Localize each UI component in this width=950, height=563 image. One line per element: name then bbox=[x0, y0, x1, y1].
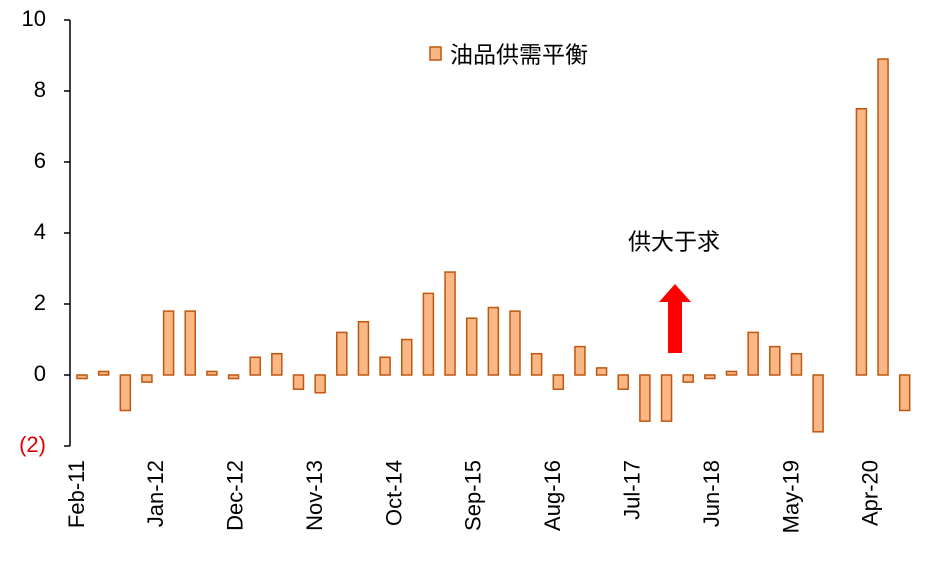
x-tick-label: Aug-16 bbox=[540, 460, 565, 531]
bar bbox=[357, 321, 370, 376]
x-tick-label: Nov-13 bbox=[302, 460, 327, 531]
bar bbox=[249, 356, 261, 376]
bar bbox=[595, 367, 608, 376]
bar bbox=[227, 374, 240, 380]
y-tick-label: 10 bbox=[22, 6, 46, 31]
bar bbox=[682, 374, 694, 383]
annotation: 供大于求 bbox=[628, 230, 720, 256]
x-tick-label: Feb-11 bbox=[64, 460, 89, 528]
bar bbox=[444, 271, 456, 376]
x-tick-label: Oct-14 bbox=[381, 460, 406, 526]
bar bbox=[422, 292, 435, 376]
bar bbox=[401, 338, 413, 376]
y-tick-label: 6 bbox=[34, 148, 46, 173]
bar bbox=[574, 345, 586, 376]
bar bbox=[509, 310, 521, 376]
bar bbox=[336, 331, 348, 376]
bar bbox=[97, 370, 110, 376]
x-tick-label: Jun-18 bbox=[699, 460, 724, 527]
bar bbox=[487, 306, 500, 376]
legend-swatch bbox=[429, 46, 442, 61]
legend-label: 油品供需平衡 bbox=[450, 43, 588, 69]
bar bbox=[119, 374, 132, 412]
bar bbox=[660, 374, 673, 422]
arrow bbox=[659, 284, 691, 353]
y-tick-label: 8 bbox=[34, 77, 46, 102]
bar bbox=[530, 352, 543, 376]
x-tick-label: Dec-12 bbox=[223, 460, 248, 531]
y-tick-label: 4 bbox=[34, 219, 46, 244]
bar bbox=[790, 352, 803, 376]
bar bbox=[271, 352, 283, 376]
bar bbox=[812, 374, 824, 433]
bar bbox=[855, 108, 868, 376]
bar bbox=[141, 374, 153, 383]
bar bbox=[877, 58, 889, 376]
bar bbox=[184, 310, 196, 376]
x-tick-label: May-19 bbox=[778, 460, 803, 533]
bar bbox=[379, 356, 391, 376]
bar bbox=[769, 345, 781, 376]
bar bbox=[898, 374, 911, 412]
bar bbox=[747, 331, 759, 376]
y-tick-label: 0 bbox=[34, 361, 46, 386]
bar bbox=[704, 374, 716, 380]
x-tick-label: Jan-12 bbox=[143, 460, 168, 527]
y-tick-label: 2 bbox=[34, 290, 46, 315]
bar bbox=[725, 370, 738, 376]
bar bbox=[292, 374, 305, 390]
bar bbox=[162, 310, 175, 376]
x-tick-label: Jul-17 bbox=[619, 460, 644, 520]
bar bbox=[617, 374, 629, 390]
x-tick-label: Sep-15 bbox=[461, 460, 486, 531]
bar bbox=[465, 317, 478, 376]
bar bbox=[552, 374, 565, 390]
bar bbox=[639, 374, 651, 422]
bar bbox=[76, 374, 88, 380]
bar bbox=[314, 374, 326, 394]
x-tick-label: Apr-20 bbox=[858, 460, 883, 526]
bar bbox=[206, 370, 218, 376]
y-tick-label: (2) bbox=[19, 432, 46, 457]
